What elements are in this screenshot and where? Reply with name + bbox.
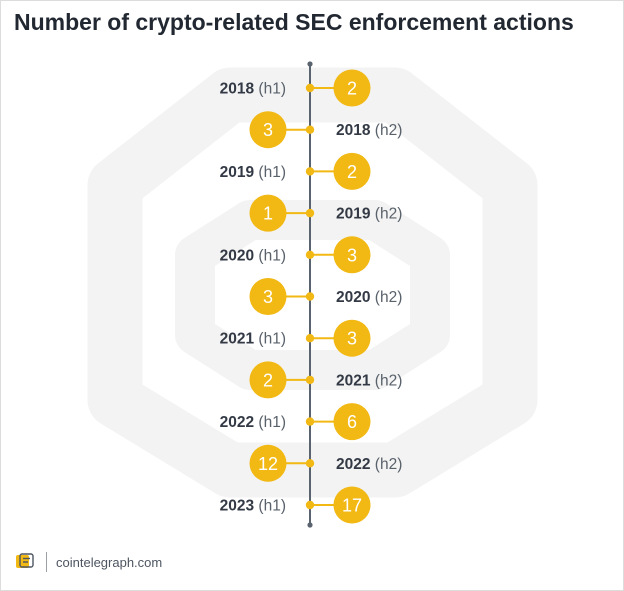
period-year: 2019 bbox=[220, 164, 259, 181]
period-half: (h1) bbox=[258, 81, 286, 98]
timeline-point: 2 2019 (h1) bbox=[220, 152, 371, 190]
axis-dot bbox=[305, 208, 315, 218]
period-year: 2019 bbox=[336, 206, 375, 223]
value-label: 3 bbox=[263, 287, 273, 307]
axis-dot bbox=[305, 375, 315, 385]
period-year: 2023 bbox=[220, 498, 259, 515]
timeline-point: 1 2019 (h2) bbox=[249, 194, 402, 232]
period-half: (h1) bbox=[258, 331, 286, 348]
period-year: 2022 bbox=[220, 414, 259, 431]
timeline-point: 3 2018 (h2) bbox=[249, 111, 402, 149]
value-bubble bbox=[333, 69, 371, 107]
axis-dot bbox=[305, 500, 315, 510]
value-bubble bbox=[249, 361, 287, 399]
period-label: 2018 (h2) bbox=[336, 122, 402, 139]
timeline-point: 3 2020 (h2) bbox=[249, 278, 402, 315]
value-label: 2 bbox=[263, 370, 273, 390]
value-label: 3 bbox=[347, 329, 357, 349]
value-bubble bbox=[249, 278, 287, 315]
period-label: 2020 (h2) bbox=[336, 289, 402, 306]
timeline-point: 12 2022 (h2) bbox=[249, 444, 402, 482]
period-label: 2019 (h2) bbox=[336, 206, 402, 223]
period-half: (h2) bbox=[375, 122, 403, 139]
axis-bottom-cap bbox=[307, 522, 313, 528]
value-label: 2 bbox=[347, 162, 357, 182]
period-half: (h1) bbox=[258, 164, 286, 181]
period-year: 2020 bbox=[220, 247, 259, 264]
chart-title: Number of crypto-related SEC enforcement… bbox=[14, 9, 574, 35]
value-label: 2 bbox=[347, 79, 357, 99]
value-bubble bbox=[333, 486, 371, 524]
footer: cointelegraph.com bbox=[14, 551, 162, 573]
period-label: 2022 (h2) bbox=[336, 456, 402, 473]
period-label: 2023 (h1) bbox=[220, 498, 286, 515]
footer-separator bbox=[46, 552, 47, 572]
period-year: 2021 bbox=[336, 372, 375, 389]
watermark-inner-octagon bbox=[175, 200, 450, 390]
value-bubble bbox=[333, 152, 371, 190]
value-bubble bbox=[249, 111, 287, 149]
period-half: (h2) bbox=[375, 456, 403, 473]
timeline-point: 3 2021 (h1) bbox=[220, 319, 371, 357]
period-label: 2020 (h1) bbox=[220, 247, 286, 264]
value-label: 6 bbox=[347, 412, 357, 432]
timeline-point: 6 2022 (h1) bbox=[220, 403, 371, 441]
period-label: 2022 (h1) bbox=[220, 414, 286, 431]
period-half: (h2) bbox=[375, 206, 403, 223]
axis-dot bbox=[305, 417, 315, 426]
cointelegraph-logo-icon bbox=[14, 551, 36, 573]
value-label: 3 bbox=[347, 245, 357, 265]
axis-dot bbox=[305, 125, 315, 134]
axis-dot bbox=[305, 250, 315, 259]
period-half: (h2) bbox=[375, 289, 403, 306]
axis-dot bbox=[305, 292, 315, 301]
period-year: 2018 bbox=[336, 122, 375, 139]
value-label: 17 bbox=[342, 496, 362, 516]
value-label: 12 bbox=[258, 454, 278, 474]
timeline-point: 17 2023 (h1) bbox=[220, 486, 371, 524]
period-year: 2020 bbox=[336, 289, 375, 306]
footer-site-link[interactable]: cointelegraph.com bbox=[56, 554, 163, 570]
period-half: (h2) bbox=[375, 372, 403, 389]
period-label: 2021 (h1) bbox=[220, 331, 286, 348]
period-half: (h1) bbox=[258, 414, 286, 431]
axis-dot bbox=[305, 83, 315, 93]
value-bubble bbox=[333, 319, 371, 357]
period-half: (h1) bbox=[258, 247, 286, 264]
period-label: 2019 (h1) bbox=[220, 164, 286, 181]
period-year: 2022 bbox=[336, 456, 375, 473]
axis-top-cap bbox=[307, 61, 313, 67]
period-label: 2021 (h2) bbox=[336, 372, 402, 389]
value-label: 3 bbox=[263, 120, 273, 140]
value-bubble bbox=[249, 194, 287, 232]
period-year: 2018 bbox=[220, 81, 259, 98]
timeline-point: 3 2020 (h1) bbox=[220, 236, 371, 274]
value-bubble bbox=[333, 236, 371, 274]
timeline-point: 2 2018 (h1) bbox=[220, 69, 371, 107]
value-bubble bbox=[249, 444, 287, 482]
axis-dot bbox=[305, 459, 315, 468]
value-bubble bbox=[333, 403, 371, 441]
axis-dot bbox=[305, 167, 315, 176]
period-half: (h1) bbox=[258, 498, 286, 515]
period-label: 2018 (h1) bbox=[220, 81, 286, 98]
period-year: 2021 bbox=[220, 331, 259, 348]
value-label: 1 bbox=[263, 204, 273, 224]
watermark-outer-octagon bbox=[87, 67, 538, 498]
timeline-point: 2 2021 (h2) bbox=[249, 361, 402, 399]
axis-dot bbox=[305, 334, 315, 343]
